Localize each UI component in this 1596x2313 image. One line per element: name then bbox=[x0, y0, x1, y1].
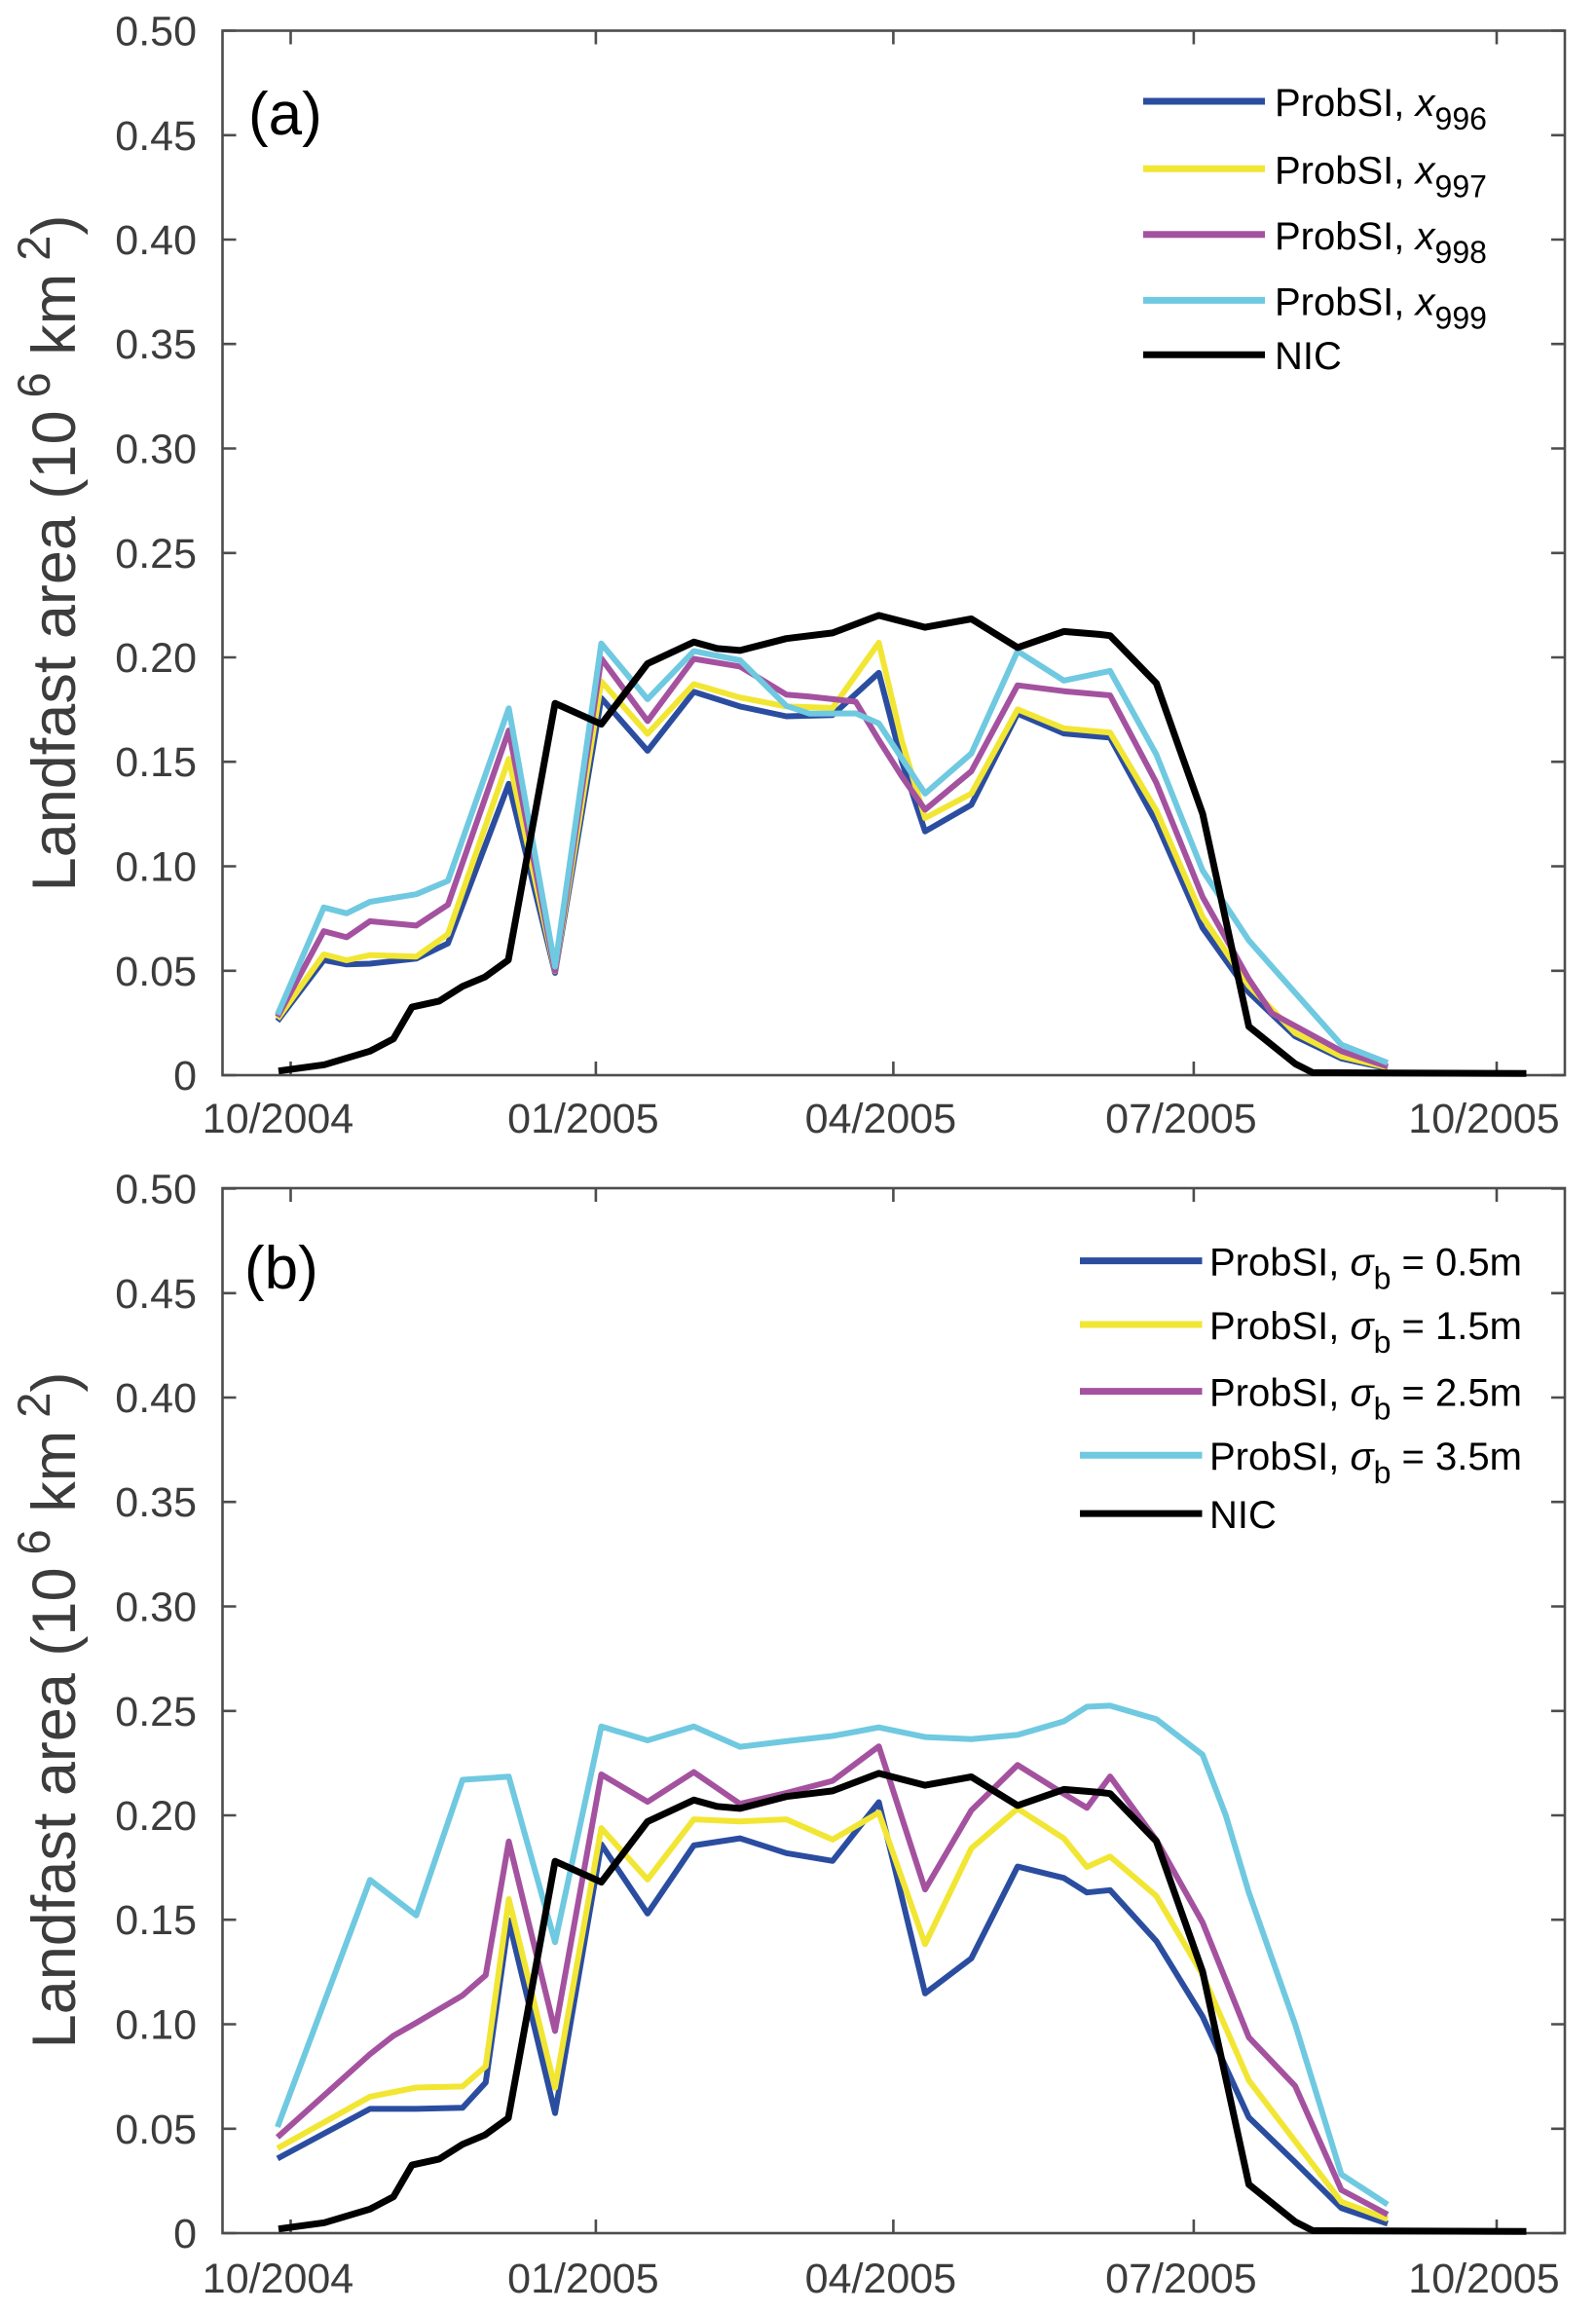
svg-text:0.10: 0.10 bbox=[115, 844, 197, 891]
svg-text:0.30: 0.30 bbox=[115, 427, 197, 473]
svg-text:10/2005: 10/2005 bbox=[1408, 2256, 1559, 2302]
svg-text:0.05: 0.05 bbox=[115, 2107, 197, 2153]
svg-text:Landfast area (10 6 km 2): Landfast area (10 6 km 2) bbox=[8, 1372, 89, 2049]
svg-text:NIC: NIC bbox=[1275, 335, 1342, 378]
svg-text:0: 0 bbox=[173, 1053, 197, 1100]
svg-text:0.25: 0.25 bbox=[115, 1689, 197, 1735]
svg-text:04/2005: 04/2005 bbox=[805, 2256, 956, 2302]
svg-text:0.30: 0.30 bbox=[115, 1585, 197, 1631]
svg-text:0.20: 0.20 bbox=[115, 1793, 197, 1840]
svg-text:0.05: 0.05 bbox=[115, 949, 197, 995]
svg-text:0.15: 0.15 bbox=[115, 1897, 197, 1944]
svg-text:04/2005: 04/2005 bbox=[805, 1096, 956, 1142]
svg-text:0.50: 0.50 bbox=[115, 9, 197, 56]
svg-text:10/2004: 10/2004 bbox=[203, 2256, 353, 2302]
svg-text:0: 0 bbox=[173, 2211, 197, 2257]
svg-text:0.15: 0.15 bbox=[115, 739, 197, 786]
svg-text:10/2004: 10/2004 bbox=[203, 1096, 353, 1142]
svg-text:07/2005: 07/2005 bbox=[1105, 2256, 1256, 2302]
svg-text:0.10: 0.10 bbox=[115, 2002, 197, 2049]
svg-text:0.45: 0.45 bbox=[115, 1271, 197, 1318]
svg-text:0.40: 0.40 bbox=[115, 1375, 197, 1422]
svg-text:(a): (a) bbox=[248, 81, 322, 148]
svg-text:0.20: 0.20 bbox=[115, 635, 197, 682]
svg-text:Landfast area (10 6 km 2): Landfast area (10 6 km 2) bbox=[8, 215, 89, 892]
svg-text:01/2005: 01/2005 bbox=[507, 2256, 658, 2302]
svg-text:0.40: 0.40 bbox=[115, 217, 197, 264]
svg-text:0.35: 0.35 bbox=[115, 321, 197, 368]
svg-text:0.45: 0.45 bbox=[115, 113, 197, 160]
svg-text:NIC: NIC bbox=[1209, 1494, 1277, 1537]
svg-text:0.35: 0.35 bbox=[115, 1479, 197, 1526]
svg-text:10/2005: 10/2005 bbox=[1408, 1096, 1559, 1142]
svg-text:0.25: 0.25 bbox=[115, 531, 197, 578]
svg-text:07/2005: 07/2005 bbox=[1105, 1096, 1256, 1142]
svg-text:(b): (b) bbox=[244, 1235, 318, 1302]
svg-text:01/2005: 01/2005 bbox=[507, 1096, 658, 1142]
svg-text:0.50: 0.50 bbox=[115, 1167, 197, 1213]
